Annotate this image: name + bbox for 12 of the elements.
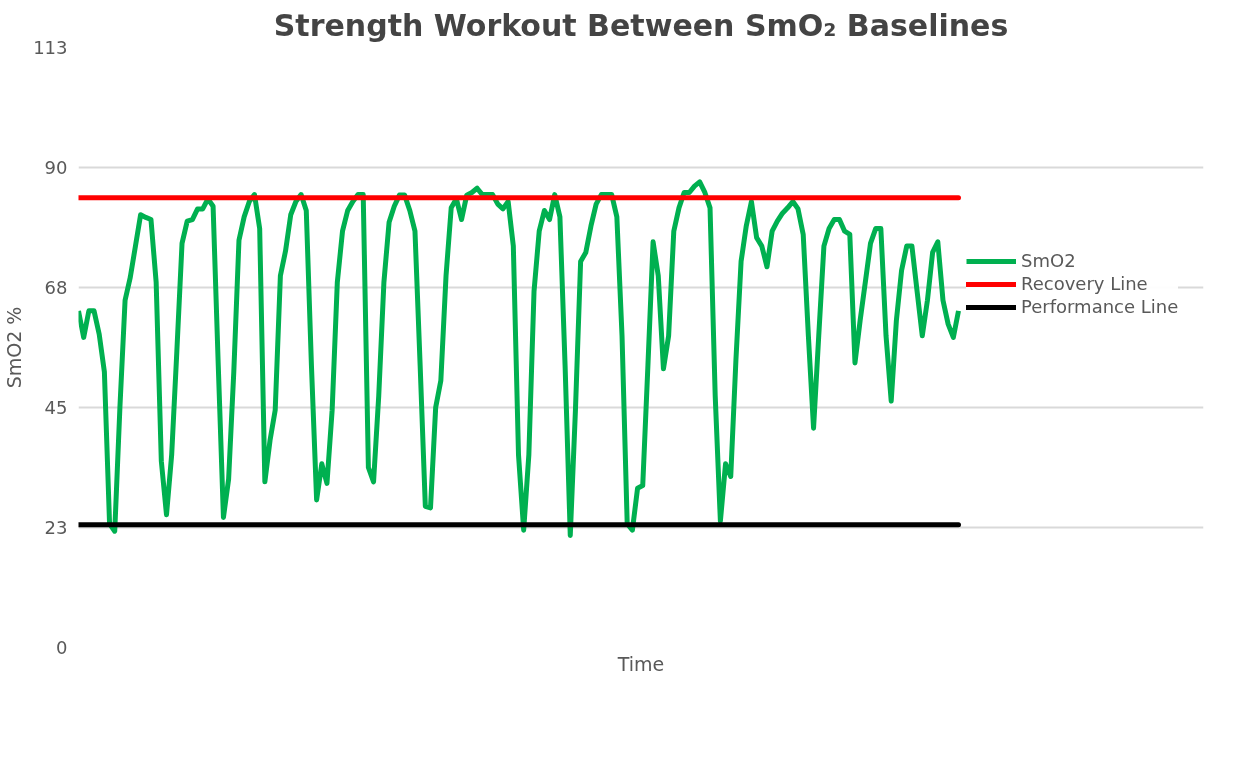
y-tick-label: 23 <box>44 517 68 538</box>
y-tick-label: 90 <box>44 157 68 178</box>
chart-title: Strength Workout Between SmO₂ Baselines <box>273 7 1009 43</box>
legend-label: SmO2 <box>1021 250 1076 271</box>
y-tick-label: 68 <box>44 277 68 298</box>
y-tick-label: 0 <box>56 637 68 658</box>
x-axis-title: Time <box>616 652 665 675</box>
y-axis-title: SmO2 % <box>3 306 26 389</box>
legend-label: Recovery Line <box>1021 273 1148 294</box>
y-tick-label: 113 <box>33 37 68 58</box>
y-tick-label: 45 <box>44 397 68 418</box>
legend-label: Performance Line <box>1021 296 1179 317</box>
